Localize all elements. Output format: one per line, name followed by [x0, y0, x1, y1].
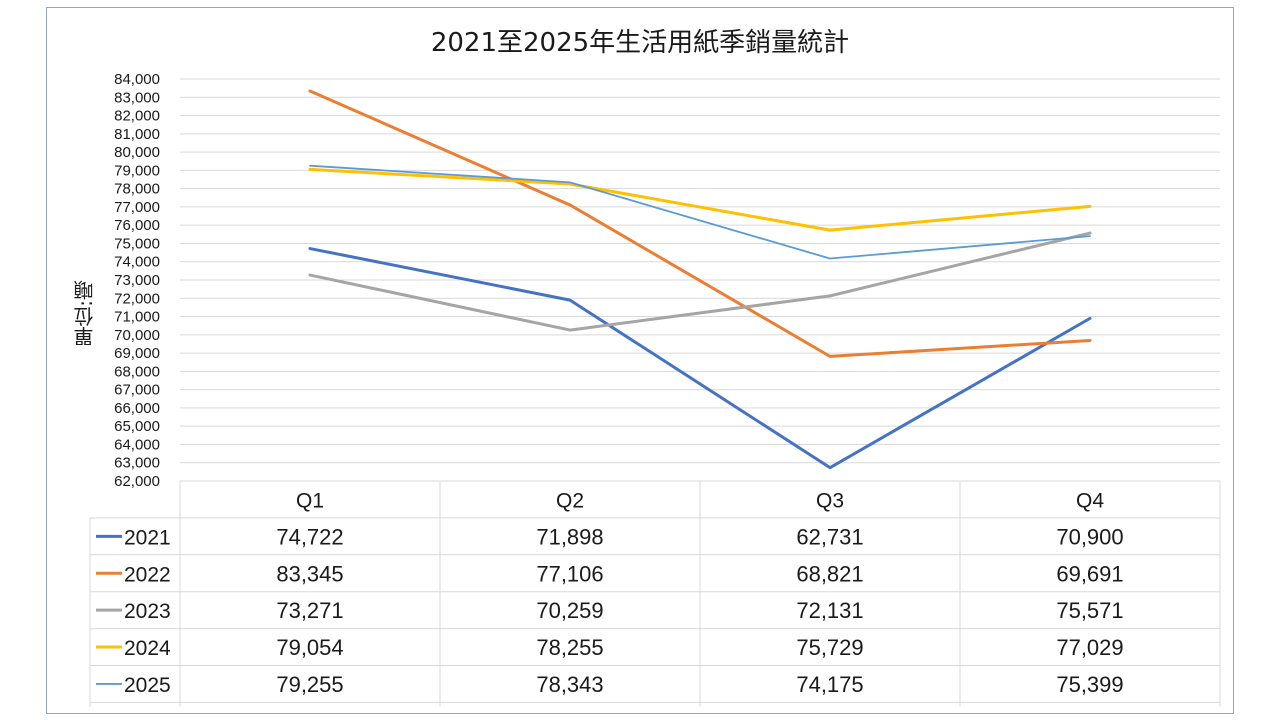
y-tick-label: 83,000 — [114, 89, 160, 106]
data-label: 68,821 — [796, 561, 863, 586]
chart-title: 2021至2025年生活用紙季銷量統計 — [430, 28, 850, 58]
y-tick-label: 70,000 — [114, 327, 160, 344]
legend-label: 2021 — [124, 526, 171, 549]
y-tick-label: 72,000 — [114, 290, 160, 307]
data-label: 75,729 — [796, 635, 863, 660]
y-tick-label: 79,000 — [114, 162, 160, 179]
data-label: 77,106 — [536, 561, 603, 586]
series-lines — [308, 89, 1092, 470]
legend-label: 2023 — [124, 600, 171, 623]
data-label: 75,571 — [1056, 598, 1123, 623]
chart-frame — [46, 7, 1234, 714]
data-label: 79,255 — [276, 672, 343, 697]
data-label: 70,900 — [1056, 524, 1123, 549]
category-label: Q1 — [296, 489, 324, 512]
series-line-2023 — [308, 231, 1092, 332]
data-label: 79,054 — [276, 635, 343, 660]
data-table: Q1 Q2 Q3 Q4 2021 74,722 71,898 62,731 70,900 2022… — [89, 480, 1221, 707]
data-label: 78,343 — [536, 672, 603, 697]
data-label: 74,175 — [796, 672, 863, 697]
data-label: 70,259 — [536, 598, 603, 623]
category-label: Q4 — [1076, 489, 1104, 512]
y-tick-label: 71,000 — [114, 309, 160, 326]
y-tick-label: 75,000 — [114, 235, 160, 252]
legend-label: 2024 — [124, 637, 171, 660]
category-label: Q3 — [816, 489, 844, 512]
y-tick-label: 78,000 — [114, 181, 160, 198]
y-tick-label: 74,000 — [114, 254, 160, 271]
y-tick-label: 63,000 — [114, 455, 160, 472]
data-label: 69,691 — [1056, 561, 1123, 586]
y-tick-label: 69,000 — [114, 345, 160, 362]
series-line-2024 — [308, 167, 1092, 232]
data-label: 77,029 — [1056, 635, 1123, 660]
legend-label: 2025 — [124, 674, 171, 697]
y-tick-label: 80,000 — [114, 144, 160, 161]
legend-label: 2022 — [124, 563, 171, 586]
data-label: 83,345 — [276, 561, 343, 586]
y-tick-label: 82,000 — [114, 108, 160, 125]
data-label: 71,898 — [536, 524, 603, 549]
series-line-2022 — [308, 89, 1092, 358]
y-tick-label: 68,000 — [114, 363, 160, 380]
y-tick-label: 77,000 — [114, 199, 160, 216]
category-label: Q2 — [556, 489, 584, 512]
y-tick-label: 66,000 — [114, 400, 160, 417]
y-tick-label: 84,000 — [114, 71, 160, 88]
y-tick-label: 73,000 — [114, 272, 160, 289]
y-tick-label: 81,000 — [114, 126, 160, 143]
data-label: 72,131 — [796, 598, 863, 623]
data-label: 78,255 — [536, 635, 603, 660]
y-tick-label: 65,000 — [114, 418, 160, 435]
y-tick-label: 62,000 — [114, 473, 160, 490]
y-tick-label: 76,000 — [114, 217, 160, 234]
data-label: 74,722 — [276, 524, 343, 549]
y-tick-label: 64,000 — [114, 436, 160, 453]
data-label: 73,271 — [276, 598, 343, 623]
data-label: 75,399 — [1056, 672, 1123, 697]
series-line-2021 — [308, 247, 1092, 470]
series-line-2025 — [309, 164, 1091, 260]
data-label: 62,731 — [796, 524, 863, 549]
y-tick-label: 67,000 — [114, 382, 160, 399]
